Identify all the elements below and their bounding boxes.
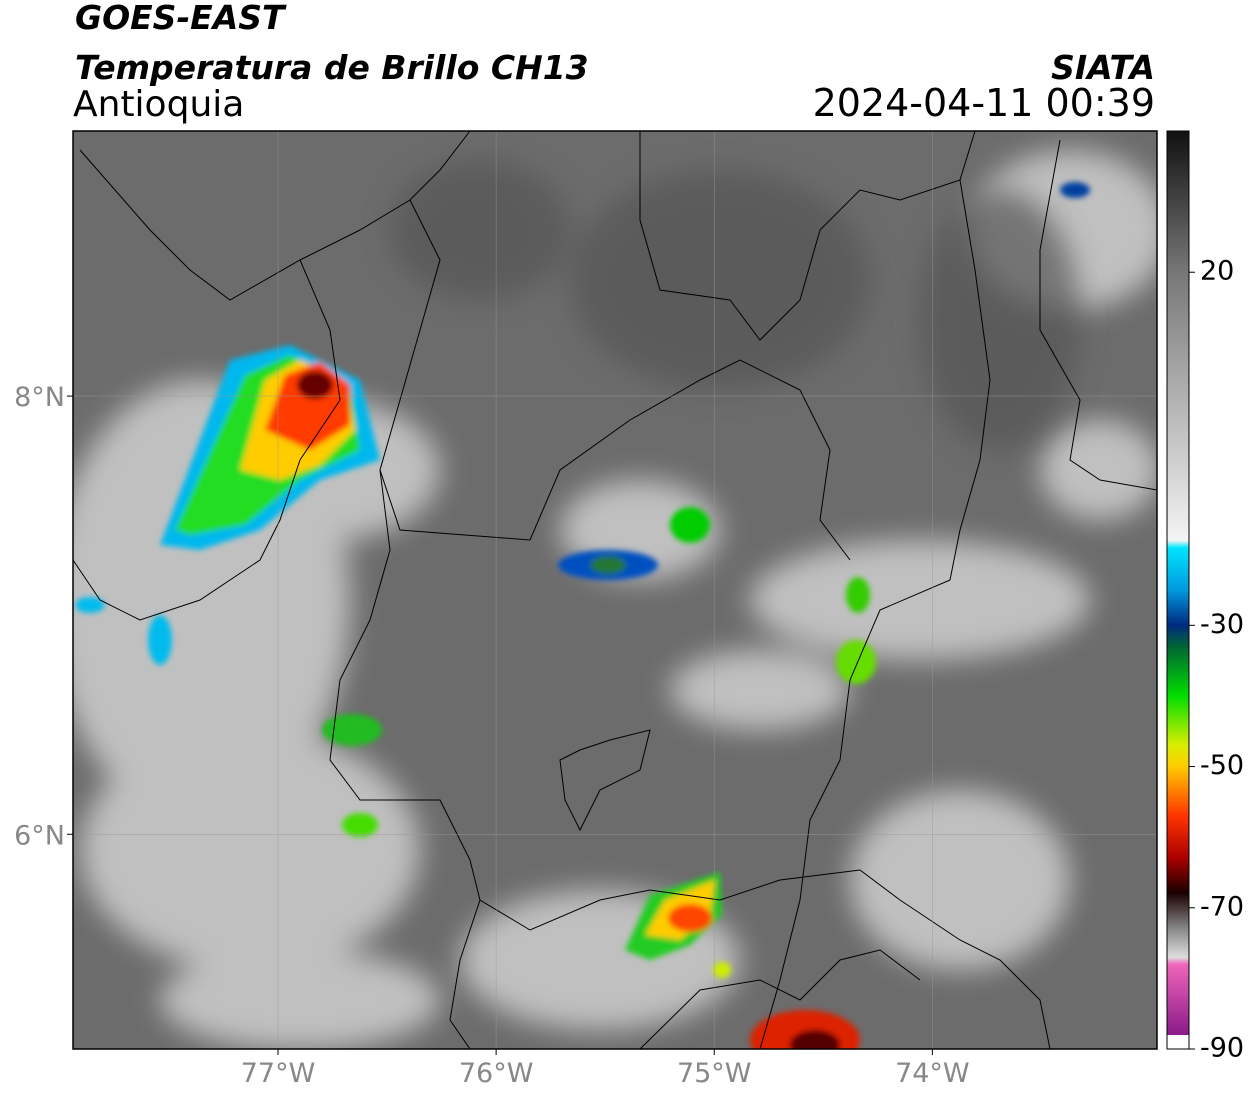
x-tick-label: 75°W xyxy=(677,1058,752,1089)
colorbar-tick-label: -30 xyxy=(1200,609,1244,640)
subtitle: Temperatura de Brillo CH13 xyxy=(75,48,589,87)
colorbar-tick-label: 20 xyxy=(1200,256,1234,287)
borders xyxy=(73,131,1157,1049)
colorbar xyxy=(1166,130,1190,1050)
region: Antioquia xyxy=(73,84,244,125)
colorbar-tick-label: -70 xyxy=(1200,891,1244,922)
colorbar-tick-label: -50 xyxy=(1200,750,1244,781)
colorbar-tick-label: -90 xyxy=(1200,1033,1244,1064)
x-tick-label: 77°W xyxy=(241,1058,316,1089)
title: GOES-EAST xyxy=(75,0,287,37)
source: SIATA xyxy=(1051,48,1155,87)
grid xyxy=(73,131,1157,1049)
satellite-image xyxy=(73,131,1157,1049)
y-tick-label: 8°N xyxy=(14,382,65,413)
map-frame xyxy=(72,130,1158,1050)
x-tick-label: 74°W xyxy=(895,1058,970,1089)
datetime: 2024-04-11 00:39 xyxy=(813,81,1155,125)
x-tick-label: 76°W xyxy=(459,1058,534,1089)
y-tick-label: 6°N xyxy=(14,820,65,851)
